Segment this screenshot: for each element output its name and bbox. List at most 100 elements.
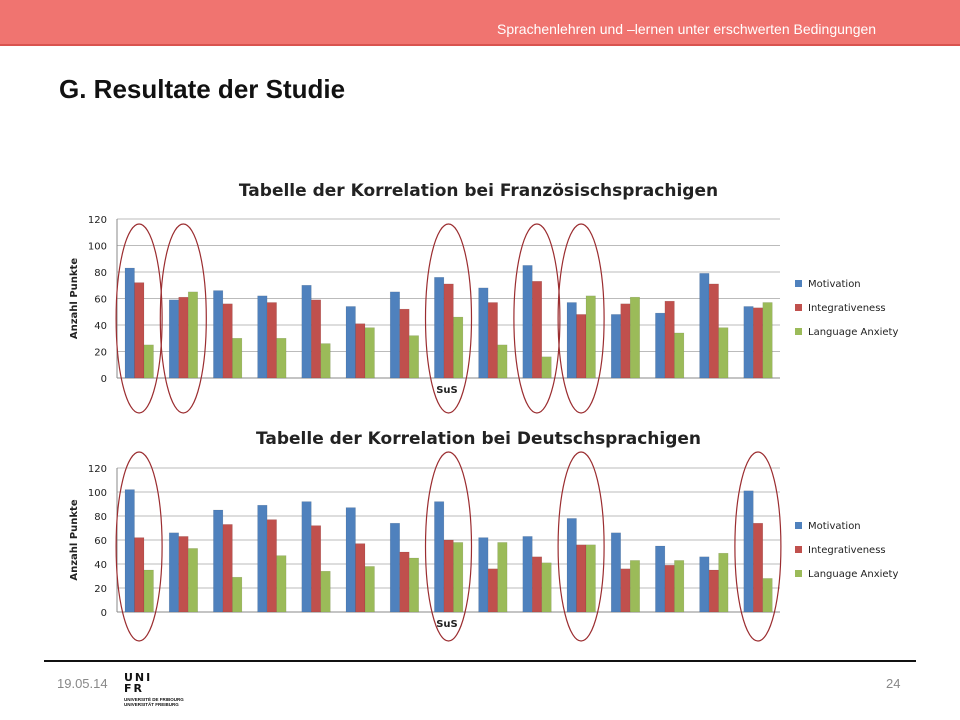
bar-motivation [522, 265, 533, 379]
chart-title: Tabelle der Korrelation bei Deutschsprac… [256, 429, 701, 449]
legend-swatch [795, 546, 802, 553]
bar-language-anxiety [674, 560, 685, 613]
bar-language-anxiety [453, 542, 464, 613]
bar-language-anxiety [276, 338, 287, 379]
footer-divider [44, 660, 916, 662]
bar-integrativeness [311, 299, 322, 379]
bar-integrativeness [266, 519, 277, 613]
legend-label: Integrativeness [808, 545, 886, 556]
page-number: 24 [886, 676, 901, 691]
bar-motivation [301, 285, 312, 379]
bar-integrativeness [443, 539, 454, 613]
highlight-ellipse [557, 223, 605, 414]
bar-motivation [699, 556, 710, 613]
legend-label: Motivation [808, 279, 861, 290]
bar-integrativeness [664, 564, 675, 613]
legend-label: Motivation [808, 521, 861, 532]
y-tick-label: 40 [94, 560, 107, 571]
y-tick-label: 60 [94, 295, 107, 306]
bar-integrativeness [532, 281, 543, 379]
bar-language-anxiety [143, 569, 154, 613]
bar-language-anxiety [408, 335, 419, 379]
bar-integrativeness [487, 302, 498, 379]
highlight-ellipse [424, 223, 473, 414]
bar-integrativeness [576, 314, 587, 379]
bar-language-anxiety [187, 548, 198, 613]
bar-language-anxiety [453, 316, 464, 379]
bar-motivation [478, 537, 489, 613]
bar-motivation [389, 522, 400, 613]
bar-language-anxiety [364, 327, 375, 379]
bar-language-anxiety [497, 344, 508, 379]
bar-language-anxiety [320, 343, 331, 379]
bar-language-anxiety [541, 356, 552, 379]
bar-integrativeness [576, 544, 587, 613]
y-tick-label: 20 [94, 348, 107, 359]
bar-integrativeness [443, 283, 454, 379]
bar-motivation [345, 507, 356, 613]
university-logo: UNI FR UNIVERSITÉ DE FRIBOURG UNIVERSITÄ… [124, 672, 204, 716]
bar-integrativeness [620, 568, 631, 613]
bar-integrativeness [311, 525, 322, 613]
bar-integrativeness [708, 283, 719, 379]
legend-label: Integrativeness [808, 303, 886, 314]
bar-motivation [257, 295, 268, 379]
y-tick-label: 100 [88, 242, 107, 253]
bar-integrativeness [664, 300, 675, 379]
bar-integrativeness [355, 543, 366, 613]
y-tick-label: 40 [94, 321, 107, 332]
y-tick-label: 60 [94, 536, 107, 547]
bar-integrativeness [266, 302, 277, 379]
bar-motivation [345, 306, 356, 379]
chart-french: Tabelle der Korrelation bei Französischs… [69, 181, 898, 414]
bar-language-anxiety [276, 555, 287, 613]
bar-motivation [566, 518, 577, 613]
bar-motivation [213, 509, 224, 613]
x-axis-label: SuS [436, 385, 458, 396]
bar-language-anxiety [585, 544, 596, 613]
bar-motivation [124, 267, 135, 379]
y-axis-label: Anzahl Punkte [69, 499, 80, 580]
bar-motivation [566, 302, 577, 379]
bar-motivation [478, 287, 489, 379]
bar-integrativeness [753, 522, 764, 613]
bar-integrativeness [134, 537, 145, 613]
logo-line1: UNI [124, 671, 153, 684]
highlight-ellipse [734, 451, 782, 642]
bar-motivation [699, 273, 710, 379]
bar-language-anxiety [408, 557, 419, 613]
x-axis-label: SuS [436, 619, 458, 630]
bar-integrativeness [753, 307, 764, 379]
legend-label: Language Anxiety [808, 569, 898, 580]
bar-motivation [301, 501, 312, 613]
legend-swatch [795, 522, 802, 529]
bar-integrativeness [620, 303, 631, 379]
bar-integrativeness [178, 296, 189, 379]
highlight-ellipse [557, 451, 605, 642]
y-tick-label: 100 [88, 488, 107, 499]
bar-integrativeness [708, 569, 719, 613]
bar-language-anxiety [585, 295, 596, 379]
bar-motivation [655, 545, 666, 613]
bar-motivation [168, 532, 179, 613]
logo-line3: UNIVERSITÉ DE FRIBOURG [124, 697, 184, 702]
bar-motivation [213, 290, 224, 379]
highlight-ellipse [115, 223, 163, 414]
bar-motivation [434, 501, 445, 613]
highlight-ellipse [513, 223, 561, 414]
bar-language-anxiety [541, 562, 552, 613]
bar-integrativeness [178, 536, 189, 613]
y-tick-label: 80 [94, 268, 107, 279]
bar-integrativeness [399, 551, 410, 613]
bar-language-anxiety [762, 302, 773, 379]
bar-language-anxiety [364, 566, 375, 613]
legend-swatch [795, 304, 802, 311]
y-tick-label: 20 [94, 584, 107, 595]
highlight-ellipse [424, 451, 473, 642]
bar-language-anxiety [674, 332, 685, 379]
bar-motivation [389, 291, 400, 379]
bar-language-anxiety [629, 296, 640, 379]
legend-swatch [795, 570, 802, 577]
bar-integrativeness [399, 308, 410, 379]
header-bar: Sprachenlehren und –lernen unter erschwe… [0, 0, 960, 46]
